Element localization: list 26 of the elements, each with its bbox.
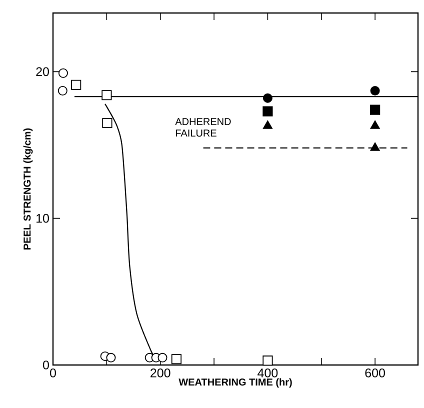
point <box>370 104 380 115</box>
point <box>370 120 380 129</box>
point <box>370 86 380 96</box>
point <box>58 68 68 78</box>
point <box>106 352 116 362</box>
x-tick-label: 600 <box>365 368 385 378</box>
annotation: ADHEREND FAILURE <box>175 118 231 137</box>
y-tick-label: 0 <box>43 360 49 370</box>
x-tick-label: 400 <box>258 368 278 378</box>
point <box>262 120 272 129</box>
point <box>262 356 273 366</box>
x-tick-label: 200 <box>150 368 170 378</box>
point <box>262 106 273 116</box>
point <box>370 142 380 151</box>
point <box>158 352 168 362</box>
point <box>58 86 68 96</box>
y-tick-label: 20 <box>36 67 49 76</box>
point <box>102 90 112 100</box>
point <box>102 118 112 128</box>
x-axis-title: WEATHERING TIME (hr) <box>178 378 292 388</box>
point <box>171 354 182 364</box>
x-tick-label: 0 <box>50 368 56 378</box>
y-tick-label: 10 <box>36 214 49 223</box>
point <box>262 93 272 103</box>
y-axis-title: PEEL STRENGTH (kg/cm) <box>23 128 33 250</box>
point <box>71 80 82 90</box>
